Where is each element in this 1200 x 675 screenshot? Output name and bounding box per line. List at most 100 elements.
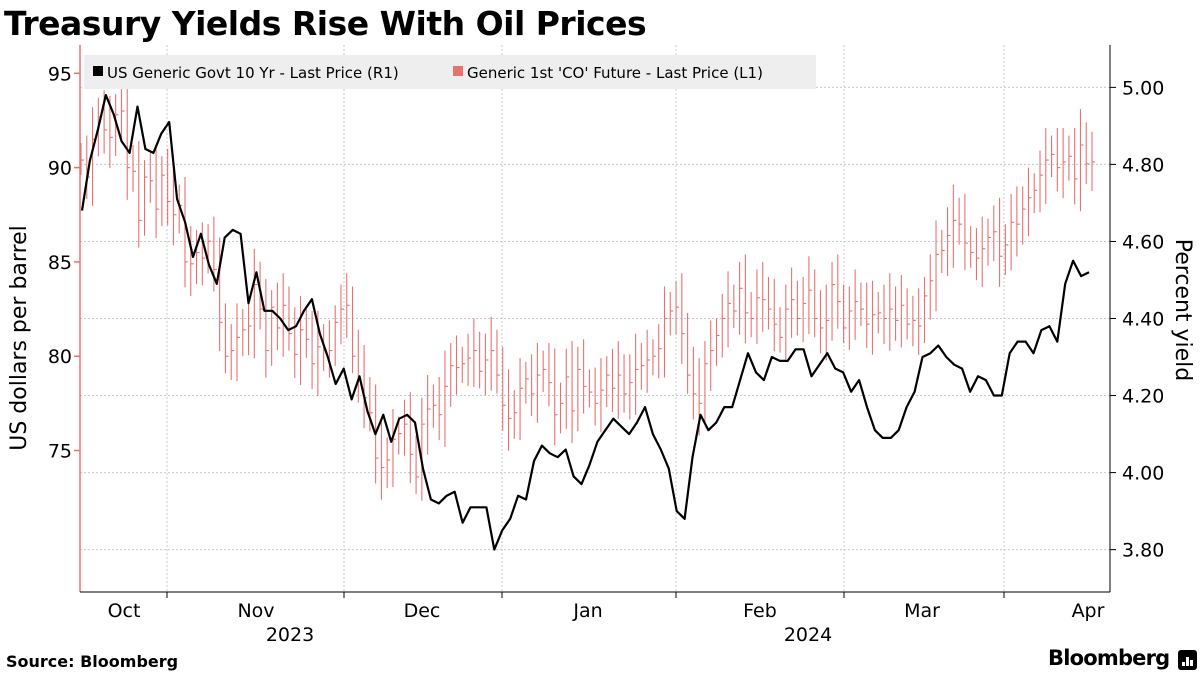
oil-bar	[565, 348, 570, 429]
oil-bar	[981, 216, 986, 288]
oil-bar	[351, 286, 356, 374]
y-tick-left-label: 75	[48, 441, 72, 463]
oil-bar	[1074, 127, 1078, 205]
oil-bar	[750, 292, 755, 338]
oil-bar	[230, 324, 235, 380]
oil-bar	[860, 282, 864, 327]
y-tick-left-label: 80	[48, 346, 72, 368]
y-tick-right-label: 4.00	[1122, 463, 1164, 485]
oil-bar	[172, 167, 177, 246]
oil-bar	[1022, 186, 1026, 245]
y-tick-right-label: 4.40	[1122, 309, 1164, 331]
oil-bar	[970, 226, 974, 268]
oil-bar	[987, 218, 992, 266]
oil-bar	[941, 229, 945, 274]
oil-bar	[467, 333, 472, 386]
y-axis-right-label: Percent yield	[1170, 239, 1195, 382]
oil-bar	[415, 435, 420, 494]
oil-bar	[219, 237, 223, 352]
oil-bar	[814, 269, 818, 338]
oil-bar	[744, 254, 749, 344]
oil-bar	[727, 271, 732, 348]
oil-bar	[184, 177, 188, 288]
oil-bar	[201, 222, 206, 286]
grid	[80, 86, 1110, 551]
y-tick-right-label: 5.00	[1122, 77, 1164, 99]
oil-bar	[791, 267, 795, 338]
oil-bar	[1027, 167, 1032, 237]
oil-bar	[704, 341, 708, 424]
oil-bar	[403, 399, 408, 456]
y-tick-right-label: 4.20	[1122, 386, 1164, 408]
y-tick-left-label: 90	[48, 158, 72, 180]
oil-bar	[733, 284, 737, 328]
oil-bar	[923, 277, 928, 344]
oil-bar	[432, 384, 437, 428]
oil-bar	[831, 261, 836, 341]
oil-bar	[427, 375, 431, 455]
oil-bar	[756, 269, 760, 344]
oil-bar	[132, 144, 136, 192]
oil-bar	[819, 290, 824, 354]
oil-bar	[993, 205, 997, 262]
oil-bar	[796, 280, 801, 336]
legend: US Generic Govt 10 Yr - Last Price (R1) …	[84, 55, 816, 89]
oil-bar	[421, 397, 425, 501]
oil-bar	[912, 295, 916, 347]
bloomberg-bars-icon	[1178, 650, 1197, 670]
oil-bar	[588, 369, 593, 408]
oil-bar	[767, 277, 772, 330]
oil-bar	[623, 354, 628, 413]
legend-background	[84, 55, 816, 89]
oil-bar	[739, 261, 743, 335]
oil-bar	[242, 309, 246, 357]
oil-bar	[877, 292, 882, 334]
oil-bar	[155, 148, 160, 238]
oil-bar	[675, 280, 680, 335]
oil-bar	[340, 284, 344, 345]
tick-labels: 3.80 4.00 4.20 4.40 4.60 4.80 5.00 75 80 85 90 95 Oc…	[48, 63, 1165, 646]
oil-bar	[594, 367, 599, 426]
oil-bar	[843, 284, 847, 344]
oil-bar	[785, 284, 789, 360]
oil-bar	[1016, 186, 1020, 257]
oil-bar	[1079, 109, 1084, 212]
oil-bar	[646, 329, 651, 393]
oil-bar	[663, 286, 668, 378]
oil-bar	[496, 329, 500, 394]
oil-bar	[386, 437, 391, 488]
oil-bar	[138, 141, 142, 248]
legend-swatch-oil	[453, 66, 463, 76]
oil-bar	[143, 160, 148, 236]
oil-bar	[444, 350, 448, 447]
oil-bar	[455, 335, 460, 395]
oil-bar	[658, 324, 662, 379]
oil-bar	[369, 376, 373, 432]
legend-label-yield: US Generic Govt 10 Yr - Last Price (R1)	[107, 64, 399, 82]
oil-bar	[825, 284, 830, 361]
oil-bar	[583, 339, 587, 414]
oil-bar	[1051, 135, 1055, 178]
oil-bar	[1091, 131, 1095, 191]
x-tick-year-label: 2024	[784, 624, 832, 646]
chart-title: Treasury Yields Rise With Oil Prices	[4, 4, 647, 43]
oil-bar	[357, 329, 362, 403]
oil-bar	[190, 226, 194, 297]
oil-bar	[1033, 173, 1038, 214]
oil-bar	[282, 273, 287, 357]
oil-bar	[837, 254, 841, 329]
axes	[74, 45, 1116, 598]
oil-bar	[652, 339, 656, 376]
oil-price-bars	[80, 75, 1095, 501]
x-tick-month-label: Mar	[904, 600, 940, 622]
oil-bar	[779, 307, 784, 353]
oil-bar	[513, 390, 518, 439]
oil-bar	[952, 184, 957, 268]
x-tick-month-label: Apr	[1072, 600, 1105, 622]
oil-bar	[224, 303, 229, 374]
oil-bar	[536, 343, 541, 423]
oil-bar	[999, 197, 1003, 287]
oil-bar	[253, 248, 258, 359]
oil-bar	[294, 307, 298, 379]
